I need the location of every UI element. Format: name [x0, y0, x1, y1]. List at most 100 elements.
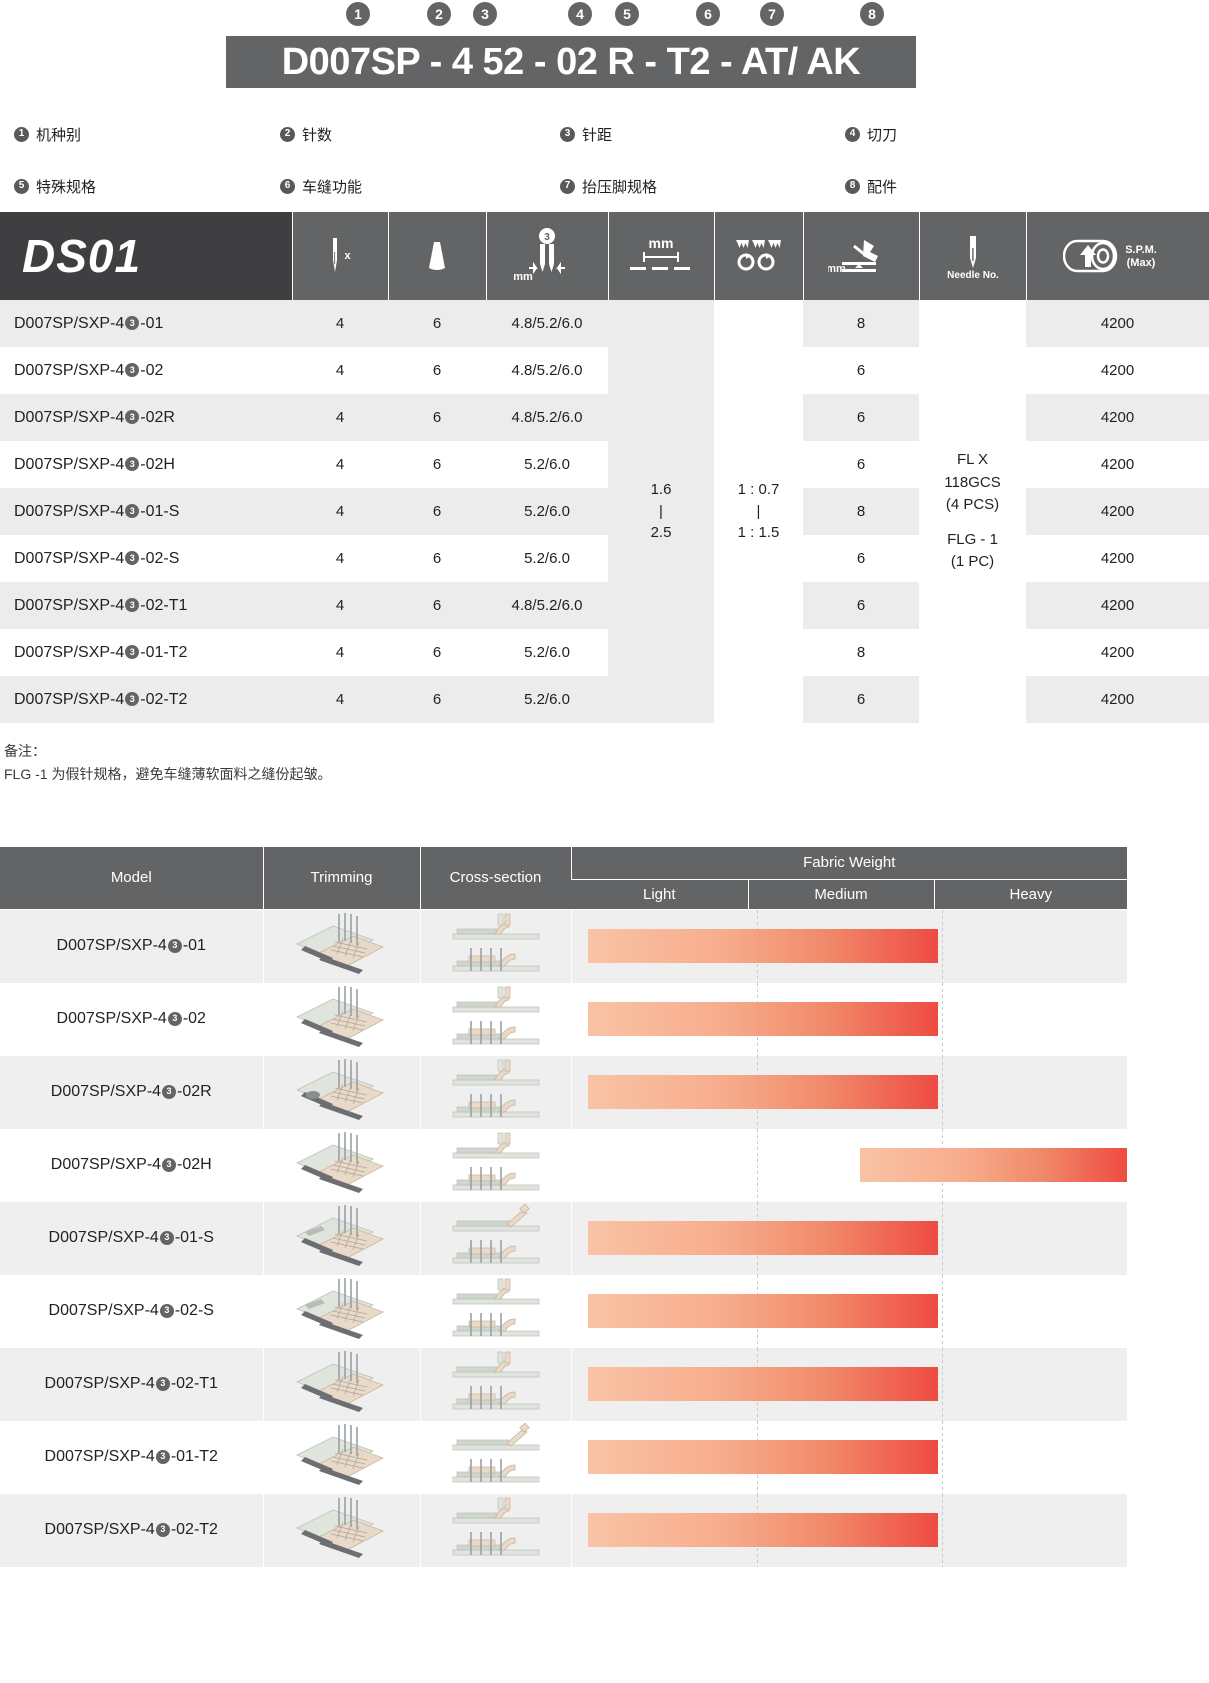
trimming-illustration	[262, 1493, 420, 1567]
fabric-model-name: D007SP/SXP-4 3 -02	[0, 982, 263, 1056]
fabric-weight-bar-cell	[570, 1274, 1127, 1348]
spec-looper-count: 6	[388, 394, 486, 441]
spec-looper-count: 6	[388, 535, 486, 582]
gauge-marker-icon: 3	[125, 551, 140, 565]
spec-table-row: D007SP/SXP-4 3 -02-T1 4 6 4.8/5.2/6.0 6 4200	[0, 582, 1209, 629]
gridline	[941, 1347, 943, 1421]
header-needle-number: Needle No.	[918, 212, 1026, 300]
needle-count-icon	[333, 238, 338, 272]
spec-model-name: D007SP/SXP-4 3 -01-S	[0, 488, 292, 535]
svg-text:mm: mm	[513, 271, 533, 283]
legend-item-7: 7 抬压脚规格	[560, 160, 845, 212]
header-needle-gauge: 3 mm	[485, 212, 608, 300]
legend-number-icon: 4	[845, 126, 860, 142]
legend-item-5: 5 特殊规格	[0, 160, 280, 212]
looper-icon	[429, 242, 445, 270]
spec-needle-count: 4	[292, 347, 388, 394]
needle-count-label: x	[344, 250, 351, 262]
legend-item-1: 1 机种别	[0, 108, 280, 160]
fabric-weight-bar	[588, 1002, 939, 1036]
fabric-model-prefix: D007SP/SXP-4	[56, 1010, 167, 1027]
gauge-marker-icon: 3	[125, 598, 140, 612]
trimming-illustration	[262, 1055, 420, 1129]
legend-label: 针距	[582, 126, 613, 144]
spec-max-speed: 4200	[1026, 394, 1209, 441]
spec-looper-count: 6	[388, 676, 486, 723]
fabric-table-row: D007SP/SXP-4 3 -02R	[0, 1055, 1127, 1129]
fabric-model-suffix: -02H	[177, 1156, 212, 1173]
spec-presser-lift: 8	[803, 300, 919, 347]
spec-model-suffix: -01-T2	[140, 643, 188, 661]
spec-model-prefix: D007SP/SXP-4	[14, 596, 125, 614]
spec-presser-lift: 8	[803, 629, 919, 676]
spec-presser-lift: 6	[803, 441, 919, 488]
trim-heavy-icon	[295, 1131, 384, 1193]
model-code-banner: D007SP - 4 52 - 02 R - T2 - AT/ AK	[226, 36, 916, 88]
fabric-model-prefix: D007SP/SXP-4	[56, 937, 167, 954]
cross-tee-icon	[452, 1351, 539, 1409]
callout-number-3: 3	[473, 2, 497, 26]
spec-max-speed: 4200	[1026, 488, 1209, 535]
fabric-table-row: D007SP/SXP-4 3 -02-T2	[0, 1493, 1127, 1567]
legend-label: 切刀	[867, 126, 898, 144]
legend-label: 特殊规格	[36, 178, 97, 196]
spec-needle-count: 4	[292, 582, 388, 629]
trimming-illustration	[262, 1420, 420, 1494]
callout-number-2: 2	[427, 2, 451, 26]
gauge-marker-icon: 3	[162, 1084, 177, 1099]
spec-needle-count: 4	[292, 441, 388, 488]
fabric-model-prefix: D007SP/SXP-4	[48, 1302, 159, 1319]
spec-needle-gauge: 4.8/5.2/6.0	[486, 300, 608, 347]
spec-table-section: DS01 x 3	[0, 212, 1209, 723]
trimming-illustration	[262, 1347, 420, 1421]
spec-model-suffix: -02-T1	[140, 596, 188, 614]
fabric-weight-bar-cell	[570, 1128, 1127, 1202]
cross-section-illustration	[419, 909, 571, 983]
gridline	[941, 909, 943, 983]
legend-label: 车缝功能	[302, 178, 363, 196]
legend-item-3: 3 针距	[560, 108, 845, 160]
spec-model-name: D007SP/SXP-4 3 -02H	[0, 441, 292, 488]
fabric-model-suffix: -01	[182, 937, 206, 954]
spec-presser-lift: 6	[803, 676, 919, 723]
spec-max-speed: 4200	[1026, 441, 1209, 488]
header-trimming: Trimming	[262, 847, 420, 910]
trimming-illustration	[262, 1274, 420, 1348]
fabric-model-suffix: -02	[182, 1010, 206, 1027]
trimming-illustration	[262, 909, 420, 983]
spec-table-row: D007SP/SXP-4 3 -01-T2 4 6 5.2/6.0 8 4200	[0, 629, 1209, 676]
fabric-weight-bar-cell	[570, 1347, 1127, 1421]
gauge-marker-icon: 3	[159, 1303, 174, 1318]
presser-foot-lift-icon: mm	[828, 240, 878, 275]
spec-needle-count: 4	[292, 629, 388, 676]
legend-label: 配件	[867, 178, 898, 196]
fabric-model-prefix: D007SP/SXP-4	[50, 1083, 162, 1100]
legend-row: 1 机种别 2 针数 3 针距 4 切刀	[0, 108, 1209, 160]
fabric-model-prefix: D007SP/SXP-4	[44, 1375, 155, 1392]
fabric-weight-bar	[588, 1440, 939, 1474]
legend-item-2: 2 针数	[280, 108, 560, 160]
fabric-table-row: D007SP/SXP-4 3 -02-S	[0, 1274, 1127, 1348]
spec-needle-gauge: 5.2/6.0	[486, 535, 608, 582]
legend-number-icon: 5	[14, 178, 29, 194]
spec-model-name: D007SP/SXP-4 3 -02	[0, 347, 292, 394]
needle-number-icon: Needle No.	[947, 236, 999, 280]
series-title: DS01	[22, 230, 142, 282]
callout-number-5: 5	[615, 2, 639, 26]
fabric-header-row-bottom: Light Medium Heavy	[0, 879, 1127, 910]
svg-text:Needle No.: Needle No.	[947, 270, 999, 280]
fabric-weight-bar-cell	[570, 982, 1127, 1056]
gauge-marker-icon: 3	[125, 645, 140, 659]
gridline	[941, 1274, 943, 1348]
fabric-table-row: D007SP/SXP-4 3 -01-T2	[0, 1420, 1127, 1494]
spec-looper-count: 6	[388, 582, 486, 629]
spec-looper-count: 6	[388, 441, 486, 488]
trim-tape-icon	[295, 1277, 384, 1339]
gauge-marker-icon: 3	[167, 1011, 182, 1026]
callout-number-8: 8	[860, 2, 884, 26]
fabric-model-name: D007SP/SXP-4 3 -01	[0, 909, 263, 983]
spec-model-prefix: D007SP/SXP-4	[14, 690, 125, 708]
fabric-weight-bar	[860, 1148, 1127, 1182]
cross-tee-icon	[452, 1059, 539, 1117]
